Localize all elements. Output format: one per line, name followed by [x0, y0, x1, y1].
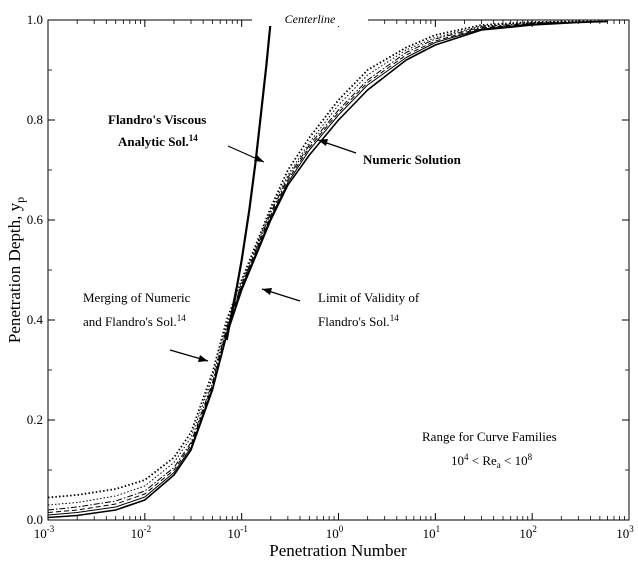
series-layer [47, 19, 608, 519]
range-label-line1: Range for Curve Families [422, 429, 557, 444]
limit-label-ref: 14 [390, 313, 400, 323]
x-tick-label: 101 [423, 524, 441, 541]
x-tick-label-base: 10 [326, 526, 339, 541]
y-axis-title-text: Penetration Depth, y [5, 202, 24, 343]
annotations: Centerline Flandro's Viscous Analytic So… [83, 12, 557, 470]
y-tick-label: 0.8 [27, 112, 43, 127]
flandro-label-line1: Flandro's Viscous [108, 112, 206, 127]
range-upper: < 10 [501, 453, 528, 468]
plot-frame [47, 19, 630, 521]
numeric-solution-label: Numeric Solution [363, 152, 462, 167]
x-tick-label-exp: 0 [339, 524, 344, 534]
x-tick-label: 103 [616, 524, 634, 541]
range-lower: 10 [451, 453, 464, 468]
series-line-2 [47, 21, 608, 516]
flandro-label-line2: Analytic Sol.14 [118, 133, 198, 149]
x-tick-label-base: 10 [519, 526, 532, 541]
annotation-arrows [169, 139, 357, 362]
merging-label-line2: and Flandro's Sol.14 [83, 313, 186, 329]
limit-label-line1: Limit of Validity of [318, 290, 420, 305]
series-line-7 [225, 19, 272, 341]
series-line-3 [47, 21, 608, 513]
series-line-5 [47, 21, 608, 506]
centerline-label-bg [252, 12, 368, 26]
range-upper-exp: 8 [528, 452, 533, 462]
series-line-4 [47, 21, 608, 511]
x-tick-label: 100 [326, 524, 344, 541]
x-tick-label-exp: -2 [144, 524, 152, 534]
x-tick-label-exp: 3 [629, 524, 634, 534]
axis-ticks: 10-3 10-2 10-1 100 101 102 1030.00.20.40.60.81… [27, 12, 635, 541]
x-tick-label-exp: -1 [240, 524, 248, 534]
limit-label-text: Flandro's Sol. [318, 314, 390, 329]
range-label-line2: 104 < Rea < 108 [451, 452, 533, 470]
x-tick-label-exp: -3 [47, 524, 55, 534]
y-tick-label: 0.4 [27, 312, 44, 327]
series-line-6 [47, 20, 608, 499]
arrow-limit-head [262, 288, 272, 295]
range-mid: < Re [469, 453, 498, 468]
x-tick-label-base: 10 [131, 526, 144, 541]
series-line-1 [47, 20, 608, 519]
x-tick-label-exp: 1 [436, 524, 441, 534]
x-tick-label: 10-3 [34, 524, 55, 541]
limit-label-line2: Flandro's Sol.14 [318, 313, 399, 329]
centerline-label: Centerline [285, 12, 336, 26]
x-tick-label: 10-1 [227, 524, 248, 541]
plot-area: 10-3 10-2 10-1 100 101 102 1030.00.20.40.60.81… [27, 12, 635, 541]
x-tick-label-base: 10 [423, 526, 436, 541]
x-tick-label: 10-2 [131, 524, 152, 541]
x-tick-label-base: 10 [227, 526, 240, 541]
merging-label-text: and Flandro's Sol. [83, 314, 177, 329]
range-lower-exp: 4 [464, 452, 469, 462]
x-tick-label-exp: 2 [532, 524, 537, 534]
x-tick-label: 102 [519, 524, 537, 541]
range-mid-sub: a [497, 460, 501, 470]
merging-label-line1: Merging of Numeric [83, 290, 191, 305]
flandro-label-text: Analytic Sol. [118, 134, 189, 149]
y-axis-title-sub: p [13, 197, 27, 203]
arrow-merging-head [198, 355, 208, 362]
x-tick-label-base: 10 [616, 526, 629, 541]
arrow-numeric-head [318, 139, 328, 146]
x-axis-title: Penetration Number [269, 541, 407, 560]
x-tick-label-base: 10 [34, 526, 47, 541]
y-tick-label: 0.2 [27, 412, 43, 427]
y-tick-label: 0.6 [27, 212, 44, 227]
y-tick-label: 1.0 [27, 12, 43, 27]
arrow-flandro-head [254, 155, 264, 162]
merging-label-ref: 14 [177, 313, 187, 323]
y-tick-label: 0.0 [27, 512, 43, 527]
y-axis-title: Penetration Depth, yp [5, 197, 27, 343]
flandro-label-ref: 14 [189, 133, 199, 143]
